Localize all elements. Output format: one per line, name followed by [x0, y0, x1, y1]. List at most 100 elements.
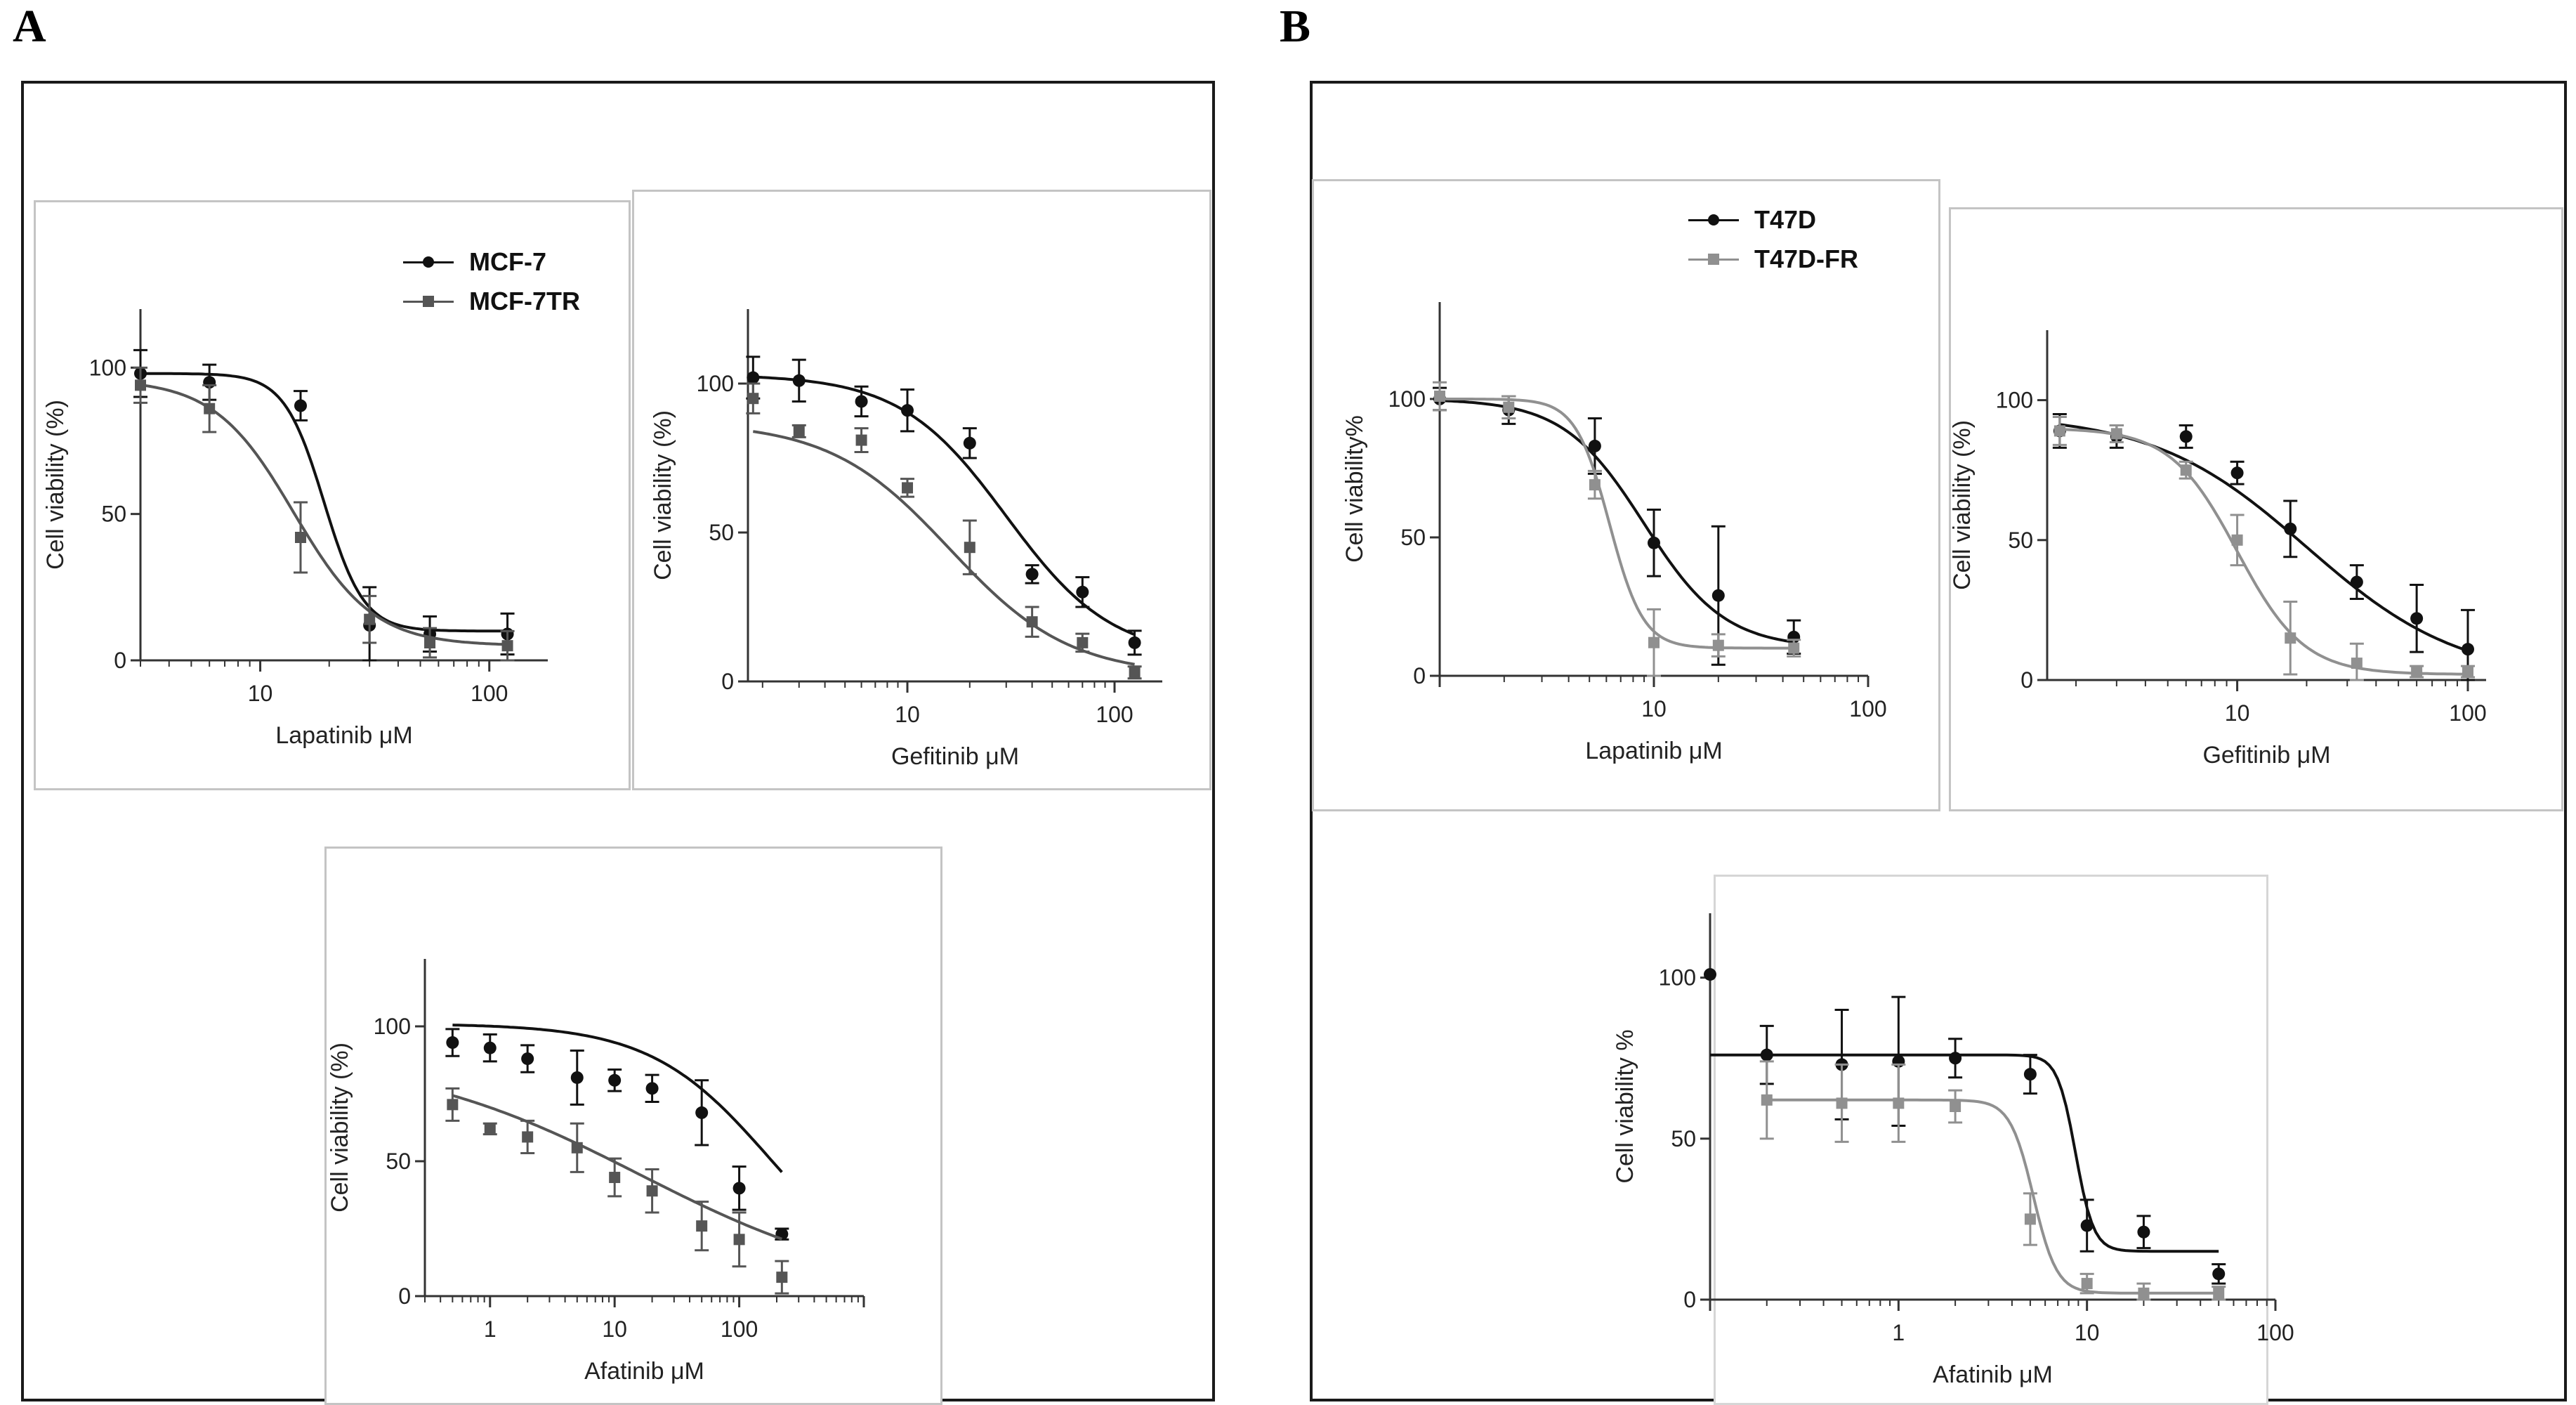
data-point	[2137, 1225, 2150, 1239]
data-point	[1648, 636, 1660, 648]
x-tick-label: 100	[1096, 702, 1133, 727]
data-point	[776, 1272, 788, 1283]
data-point	[1760, 1048, 1773, 1061]
data-point	[2410, 612, 2424, 625]
data-point	[1711, 589, 1725, 602]
data-point	[1950, 1101, 1961, 1112]
data-point	[483, 1041, 497, 1054]
data-point	[2081, 1278, 2093, 1290]
data-point	[2230, 466, 2244, 480]
x-tick-label: 10	[895, 702, 920, 727]
series-resistant	[746, 382, 1142, 680]
data-point	[364, 613, 376, 625]
subplot-frame-b-gefitinib	[1949, 207, 2563, 811]
legend-a-item-mcf7: MCF-7	[400, 242, 580, 282]
y-tick-label: 0	[1413, 663, 1426, 688]
data-point	[2351, 658, 2363, 669]
x-tick-label: 10	[2075, 1320, 2100, 1345]
data-point	[855, 434, 867, 446]
data-point	[484, 1123, 496, 1135]
legend-swatch-circle	[1685, 213, 1742, 227]
data-point	[2461, 643, 2474, 656]
panel-label-b: B	[1280, 1, 1311, 52]
data-point	[1788, 642, 1800, 654]
chart-A-lapatinib: 0 50 100 10 100 Lapatinib μM Cell viability (%…	[42, 309, 548, 749]
data-point	[1077, 636, 1089, 648]
data-point	[2212, 1267, 2226, 1281]
data-point	[1704, 968, 1716, 981]
x-axis-label: Lapatinib μM	[1585, 738, 1722, 764]
data-point	[901, 404, 914, 417]
data-point	[446, 1036, 459, 1050]
y-tick-label: 50	[101, 502, 126, 527]
y-axis-label: Cell viability (%)	[42, 400, 69, 570]
data-point	[501, 640, 513, 652]
legend-b-item-t47d: T47D	[1685, 200, 1858, 240]
chart-B-lapatinib: 0 50 100 10 100 Lapatinib μM Cell viability%	[1341, 302, 1887, 764]
data-point	[1076, 585, 1089, 599]
data-point	[733, 1234, 745, 1246]
legend-swatch-square	[400, 294, 456, 308]
data-point	[522, 1131, 534, 1143]
x-axis-label: Gefitinib μM	[891, 743, 1019, 770]
legend-b: T47D T47D-FR	[1685, 200, 1858, 279]
legend-label: MCF-7	[469, 247, 546, 276]
data-point	[2138, 1287, 2150, 1299]
y-tick-label: 50	[386, 1149, 411, 1174]
series-resistant	[2052, 416, 2475, 681]
y-axis-label: Cell viability (%)	[1949, 420, 1976, 590]
y-tick-label: 100	[1659, 965, 1696, 991]
data-point	[1761, 1094, 1773, 1106]
data-point	[747, 393, 759, 405]
data-point	[447, 1099, 459, 1111]
data-point	[2024, 1213, 2036, 1225]
fit-curve	[1440, 397, 1794, 650]
data-point	[1949, 1052, 1962, 1065]
x-tick-label: 100	[1849, 696, 1886, 721]
x-tick-label: 1	[484, 1316, 497, 1342]
data-point	[747, 371, 760, 384]
x-tick-label: 1	[1892, 1320, 1905, 1345]
fit-curve	[753, 375, 1136, 636]
x-tick-label: 100	[471, 681, 508, 706]
series-parental	[445, 1024, 789, 1241]
x-tick-label: 100	[2256, 1320, 2294, 1345]
fit-curve	[1710, 1053, 2219, 1253]
fit-curve	[1766, 1098, 2219, 1295]
series-parental	[746, 355, 1142, 656]
data-point	[2231, 534, 2243, 546]
y-tick-label: 100	[1388, 386, 1426, 412]
data-point	[732, 1182, 746, 1195]
subplot-frame-b-afatinib	[1714, 875, 2268, 1405]
chart-B-gefitinib: 0 50 100 10 100 Gefitinib μM Cell viability (%…	[1949, 330, 2487, 769]
data-point	[2411, 666, 2423, 678]
data-point	[571, 1142, 583, 1154]
data-point	[1128, 636, 1141, 649]
legend-a: MCF-7 MCF-7TR	[400, 242, 580, 321]
legend-label: T47D	[1754, 205, 1817, 234]
data-point	[2350, 575, 2363, 589]
data-point	[1893, 1097, 1905, 1109]
legend-swatch-square	[1685, 252, 1742, 266]
data-point	[2053, 425, 2065, 437]
y-tick-label: 0	[1683, 1287, 1696, 1312]
x-axis-label: Afatinib μM	[1933, 1361, 2053, 1388]
data-point	[1589, 479, 1601, 491]
data-point	[424, 637, 436, 648]
data-point	[792, 374, 806, 387]
fit-curve	[452, 1094, 782, 1241]
y-tick-label: 100	[697, 371, 734, 396]
x-tick-label: 10	[602, 1316, 627, 1342]
data-point	[570, 1071, 584, 1084]
fit-curve	[452, 1024, 783, 1173]
data-point	[2213, 1287, 2225, 1299]
data-point	[645, 1082, 659, 1095]
y-tick-label: 0	[721, 669, 734, 694]
x-tick-label: 10	[248, 681, 273, 706]
data-point	[294, 399, 307, 412]
data-point	[294, 532, 306, 543]
series-resistant	[133, 366, 515, 662]
fit-curve	[2059, 423, 2469, 653]
fit-curve	[1439, 399, 1794, 643]
